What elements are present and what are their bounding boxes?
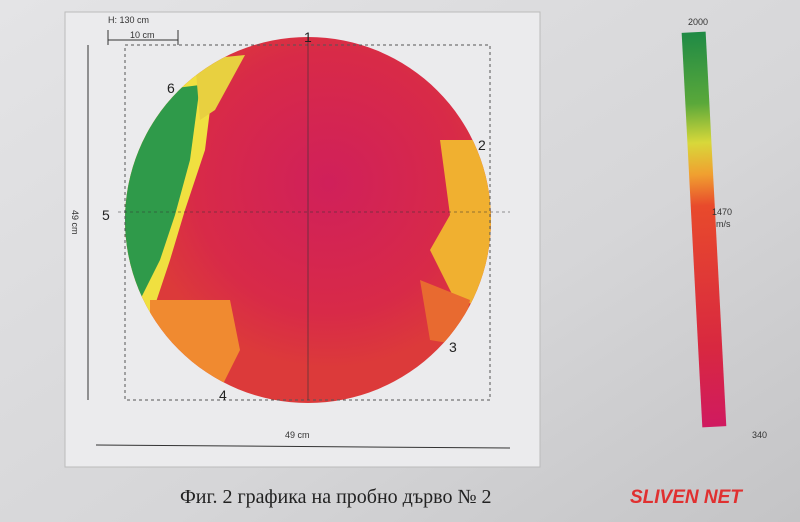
scale-bottom: 340 <box>752 430 767 440</box>
color-scale <box>681 31 727 428</box>
marker: 2 <box>478 137 486 153</box>
marker: 5 <box>102 207 110 223</box>
bounding-box <box>124 44 491 401</box>
scale-top: 2000 <box>688 17 708 27</box>
width-label: 49 cm <box>285 430 310 440</box>
depth-label: 49 cm <box>70 210 80 235</box>
scale-middle: 1470 <box>712 207 732 217</box>
scale-bar-label: 10 cm <box>130 30 155 40</box>
scale-unit: m/s <box>716 219 731 229</box>
marker: 6 <box>167 80 175 96</box>
caption: Фиг. 2 графика на пробно дърво № 2 <box>180 486 492 508</box>
height-label: H: 130 cm <box>108 15 149 25</box>
marker: 4 <box>219 387 227 403</box>
dimension-line <box>95 444 511 449</box>
marker: 1 <box>304 29 312 45</box>
watermark: SLIVEN NET <box>630 487 743 508</box>
marker: 3 <box>449 339 457 355</box>
